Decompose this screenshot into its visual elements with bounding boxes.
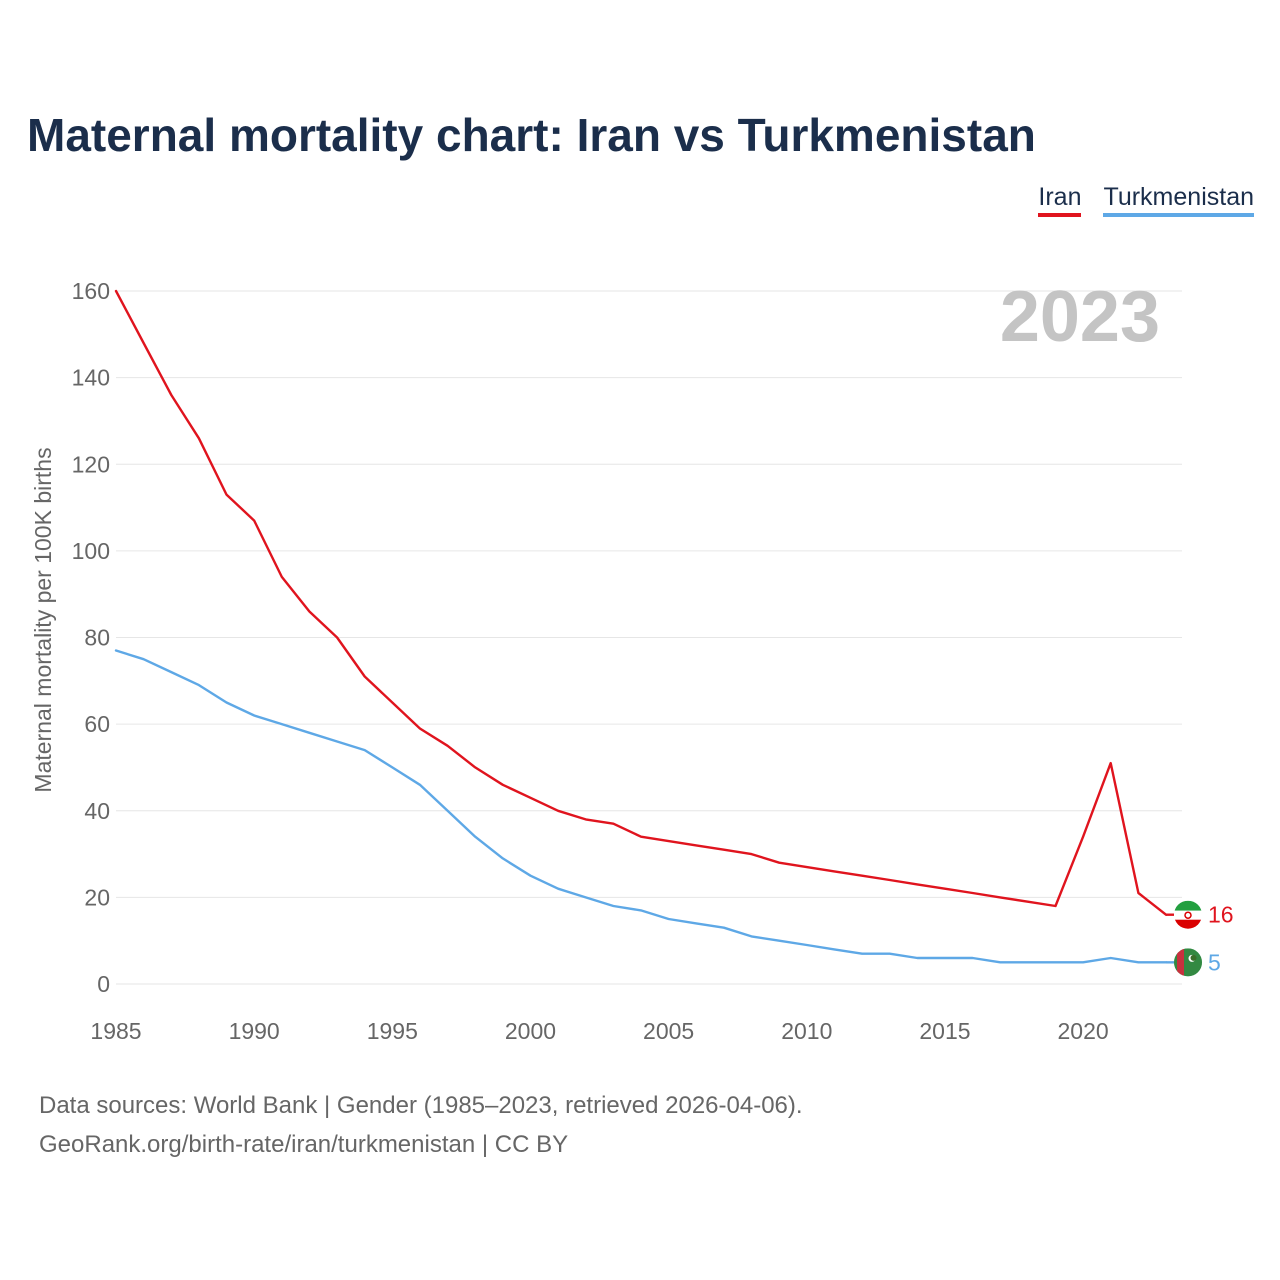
y-tick-label: 160: [72, 278, 110, 304]
series-line-iran: [114, 289, 1168, 916]
turkmenistan-flag-icon: [1174, 948, 1202, 977]
year-watermark: 2023: [1000, 277, 1160, 357]
legend-item-iran[interactable]: Iran: [1038, 183, 1082, 217]
y-tick-label: 120: [72, 451, 110, 477]
y-tick-label: 40: [84, 798, 110, 824]
y-tick-label: 140: [72, 365, 110, 391]
y-tick-label: 0: [97, 971, 110, 997]
attribution-link[interactable]: GeoRank.org/birth-rate/iran/turkmenistan…: [39, 1131, 569, 1158]
x-tick-label: 2005: [643, 1018, 694, 1044]
x-tick-label: 1990: [229, 1018, 280, 1044]
x-tick-label: 2000: [505, 1018, 556, 1044]
series-line-turkmenistan: [114, 649, 1168, 964]
legend: Iran Turkmenistan: [1038, 183, 1254, 217]
series-end-markers: 16 5: [1166, 900, 1234, 977]
series: [114, 289, 1168, 964]
y-tick-label: 60: [84, 711, 110, 737]
x-tick-label: 2010: [781, 1018, 832, 1044]
footer: Data sources: World Bank | Gender (1985–…: [39, 1086, 803, 1164]
y-tick-label: 80: [84, 625, 110, 651]
x-axis-ticks: 1985 1990 1995 2000 2005 2010 2015 2020: [90, 1018, 1108, 1044]
x-tick-label: 1985: [90, 1018, 141, 1044]
grid-lines: [116, 290, 1182, 985]
iran-flag-icon: [1174, 900, 1202, 929]
y-tick-label: 20: [84, 884, 110, 910]
end-value-label-turkmenistan: 5: [1208, 949, 1221, 975]
x-tick-label: 1995: [367, 1018, 418, 1044]
y-axis-ticks: 0 20 40 60 80 100 120 140 160: [72, 278, 110, 997]
legend-item-turkmenistan[interactable]: Turkmenistan: [1103, 183, 1254, 217]
end-value-label-iran: 16: [1208, 902, 1234, 928]
x-tick-label: 2015: [919, 1018, 970, 1044]
x-tick-label: 2020: [1058, 1018, 1109, 1044]
chart-title: Maternal mortality chart: Iran vs Turkme…: [27, 109, 1036, 161]
y-tick-label: 100: [72, 538, 110, 564]
y-axis-label: Maternal mortality per 100K births: [30, 447, 56, 792]
data-source-text: Data sources: World Bank | Gender (1985–…: [39, 1092, 803, 1119]
